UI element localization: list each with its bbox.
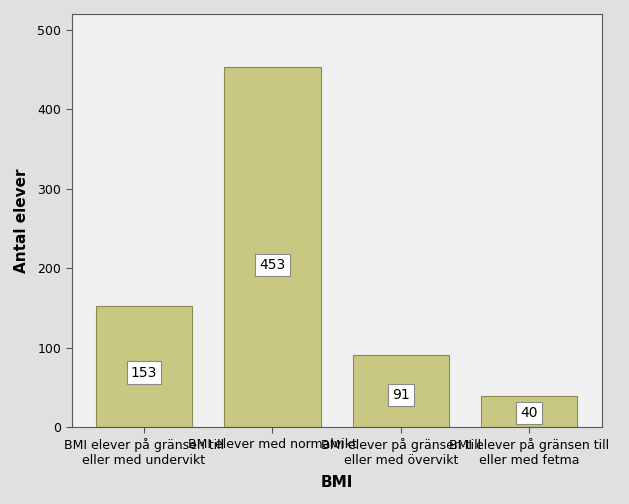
Bar xyxy=(96,306,192,427)
Text: 91: 91 xyxy=(392,388,409,402)
Bar xyxy=(481,396,577,427)
Text: 40: 40 xyxy=(521,406,538,420)
Bar xyxy=(353,355,449,427)
Bar xyxy=(224,67,321,427)
Y-axis label: Antal elever: Antal elever xyxy=(14,168,29,273)
X-axis label: BMI: BMI xyxy=(320,475,353,490)
Text: 153: 153 xyxy=(131,365,157,380)
Text: 453: 453 xyxy=(259,258,286,272)
